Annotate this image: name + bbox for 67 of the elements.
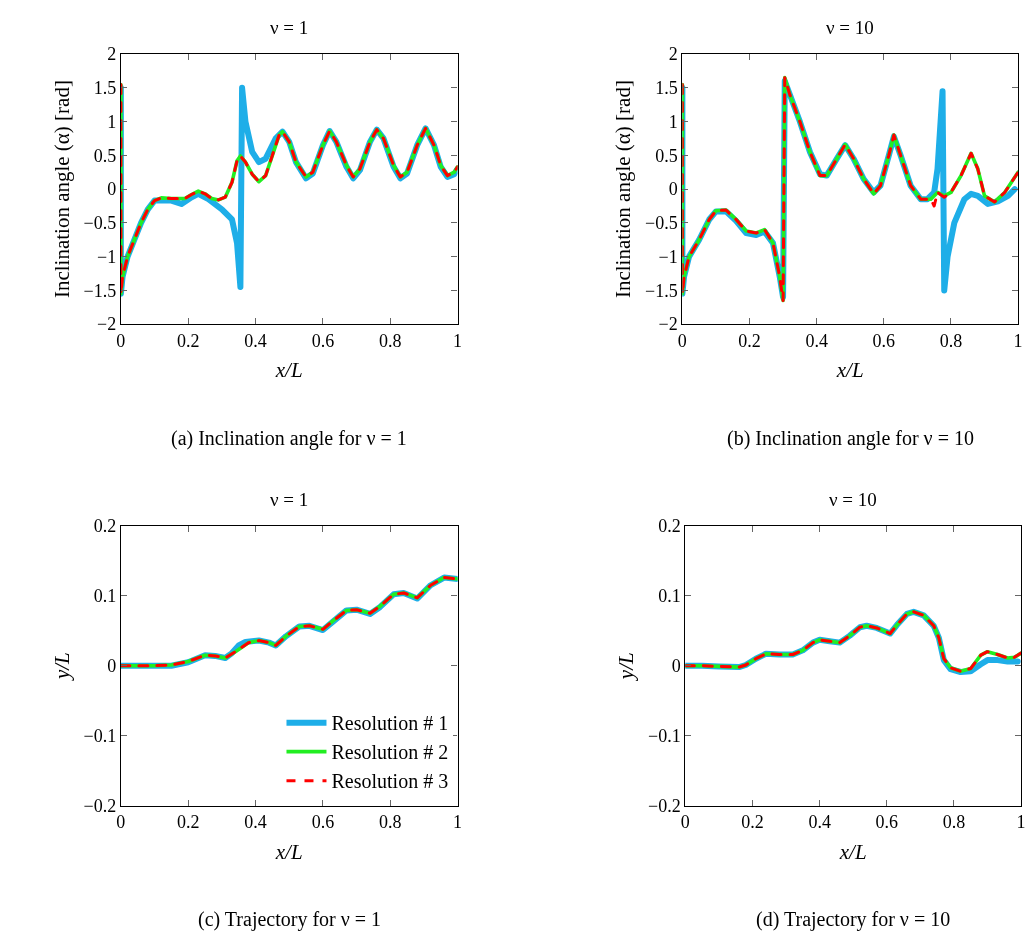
y-tick-label: 2 — [668, 44, 678, 65]
x-tick-label: 0.8 — [378, 330, 402, 351]
x-tick-label: 1 — [1016, 812, 1026, 833]
x-tick-label: 0.8 — [378, 812, 402, 833]
y-axis-title: Inclination angle (α) [rad] — [49, 80, 74, 299]
y-tick-label: −1.5 — [645, 280, 678, 301]
x-tick-label: 0.8 — [939, 330, 963, 351]
y-tick-label: 0.5 — [655, 145, 678, 166]
x-tick-label: 0.4 — [805, 330, 828, 351]
y-tick-label: 0.5 — [93, 145, 117, 166]
x-tick-label: 0.6 — [311, 330, 335, 351]
chart-title: ν = 10 — [829, 489, 877, 510]
text: (d) Trajectory for ν = 10 — [756, 908, 951, 931]
x-tick-label: 0.6 — [311, 812, 335, 833]
x-tick-label: 0.6 — [872, 330, 896, 351]
y-tick-label: 0.1 — [658, 586, 681, 607]
y-tick-label: −0.1 — [647, 725, 681, 746]
y-tick-label: −1 — [658, 246, 678, 267]
chart-title: ν = 10 — [826, 17, 874, 38]
y-tick-label: −2 — [658, 314, 678, 335]
y-tick-label: −1.5 — [83, 280, 117, 301]
x-axis-title: x/L — [835, 358, 864, 383]
y-tick-label: −0.2 — [647, 795, 681, 816]
y-axis-title: Inclination angle (α) [rad] — [611, 80, 636, 299]
x-tick-label: 1 — [1013, 330, 1023, 351]
x-tick-label: 0.2 — [176, 330, 200, 351]
x-tick-label: 0.4 — [244, 812, 267, 833]
x-tick-label: 0.2 — [738, 330, 761, 351]
y-axis-title: y/L — [49, 652, 74, 682]
legend-label: Resolution # 1 — [331, 712, 449, 735]
text: (b) Inclination angle for ν = 10 — [727, 427, 974, 450]
y-tick-label: 2 — [107, 44, 117, 65]
y-tick-label: −0.5 — [645, 213, 678, 234]
legend-label: Resolution # 2 — [331, 741, 449, 764]
y-tick-label: 0 — [668, 179, 678, 200]
x-axis-title: x/L — [274, 839, 303, 864]
y-tick-label: 1 — [107, 111, 117, 132]
y-tick-label: −1 — [97, 246, 117, 267]
x-tick-label: 0.2 — [741, 812, 764, 833]
x-tick-label: 1 — [453, 812, 463, 833]
x-tick-label: 0.4 — [244, 330, 267, 351]
y-tick-label: 0.2 — [93, 516, 117, 537]
y-tick-label: −0.1 — [83, 725, 117, 746]
x-tick-label: 0.6 — [875, 812, 899, 833]
x-tick-label: 0.2 — [176, 812, 200, 833]
y-tick-label: 0 — [671, 656, 681, 676]
chart-title: ν = 1 — [270, 489, 309, 510]
x-tick-label: 0.4 — [808, 812, 831, 833]
y-axis-title: y/L — [614, 652, 639, 682]
y-tick-label: −0.2 — [83, 795, 117, 816]
x-axis-title: x/L — [274, 358, 303, 383]
y-tick-label: 0 — [107, 179, 117, 200]
y-tick-label: 1 — [668, 111, 678, 132]
x-axis-title: x/L — [838, 839, 867, 864]
x-tick-label: 0.8 — [942, 812, 966, 833]
y-tick-label: 0.1 — [93, 586, 117, 607]
text: (c) Trajectory for ν = 1 — [198, 908, 382, 931]
y-tick-label: 0.2 — [658, 516, 681, 537]
chart-title: ν = 1 — [270, 17, 309, 38]
x-tick-label: 1 — [453, 330, 463, 351]
y-tick-label: 1.5 — [655, 78, 678, 99]
y-tick-label: 0 — [107, 656, 117, 676]
y-tick-label: 1.5 — [93, 78, 117, 99]
text: (a) Inclination angle for ν = 1 — [171, 427, 407, 450]
y-tick-label: −2 — [97, 314, 117, 335]
legend-label: Resolution # 3 — [331, 770, 449, 793]
y-tick-label: −0.5 — [83, 213, 117, 234]
